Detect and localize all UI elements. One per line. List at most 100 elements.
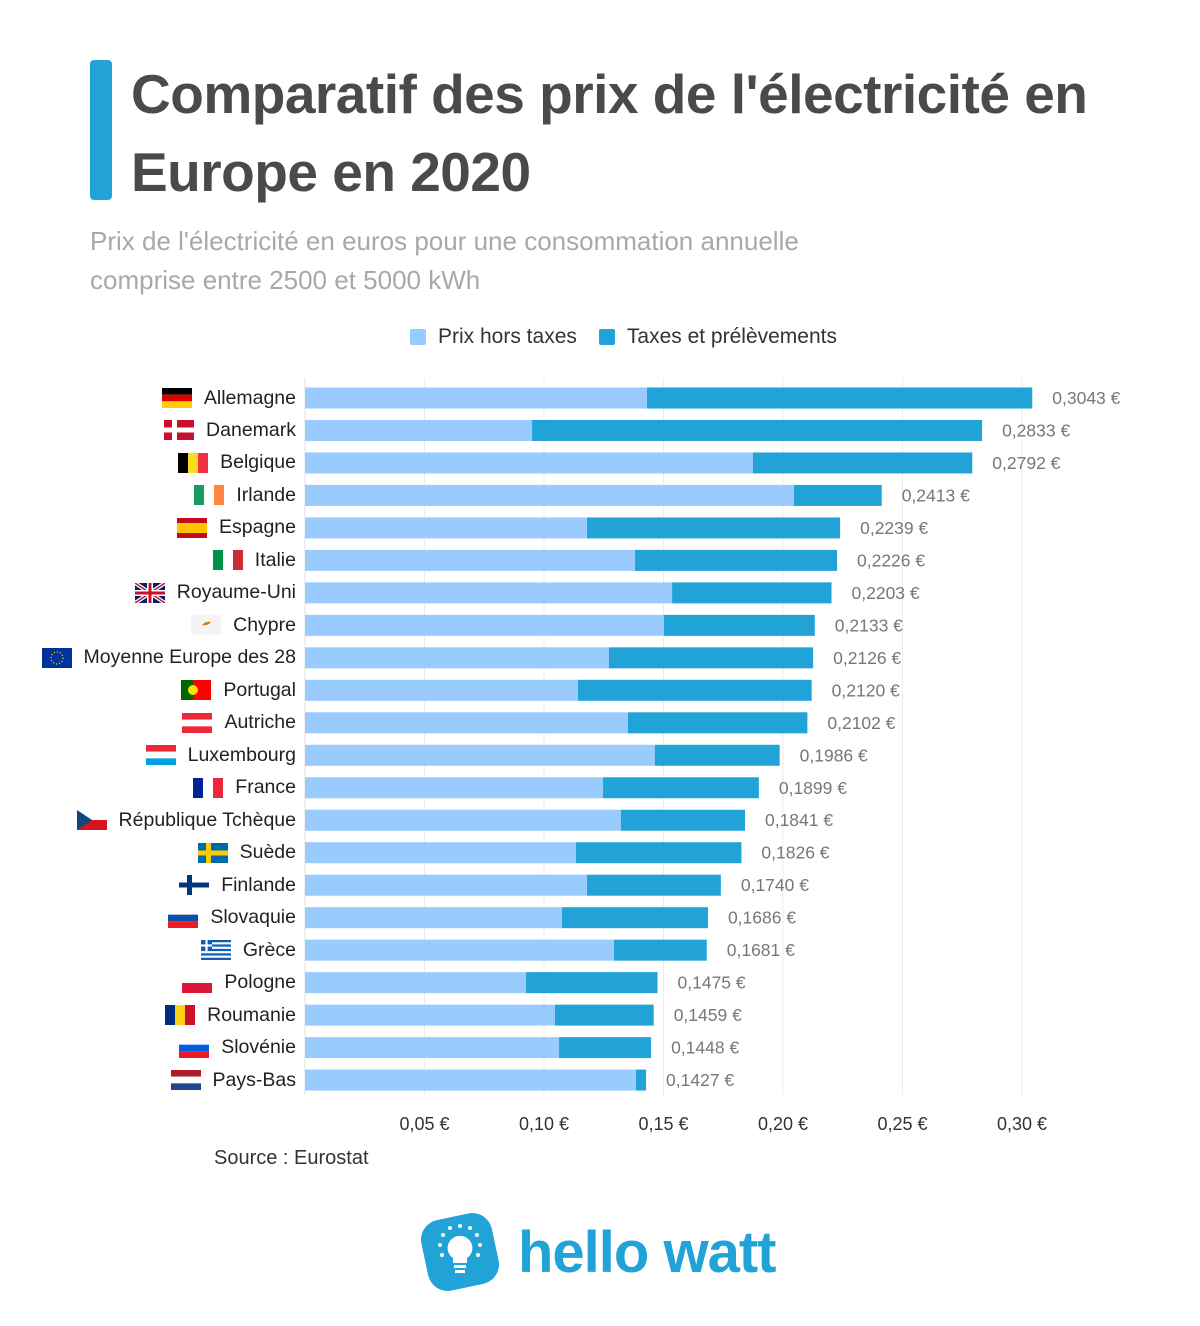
bar-taxes <box>554 1004 654 1026</box>
category-label: Belgique <box>178 449 296 477</box>
data-label: 0,1448 € <box>671 1038 739 1058</box>
flag-icon <box>181 680 212 701</box>
category-name: République Tchèque <box>118 808 296 831</box>
legend-item-hors-taxes: Prix hors taxes <box>410 325 577 349</box>
bar-hors-taxes <box>305 1037 560 1059</box>
bar-hors-taxes <box>305 452 753 474</box>
bar-hors-taxes <box>305 549 636 571</box>
data-label: 0,1740 € <box>741 875 809 895</box>
chart-legend: Prix hors taxes Taxes et prélèvements <box>410 325 859 349</box>
bar-taxes <box>577 679 812 701</box>
legend-label-taxes: Taxes et prélèvements <box>626 325 837 348</box>
category-name: Suède <box>239 841 296 864</box>
bar-hors-taxes <box>305 842 577 864</box>
bar-taxes <box>636 1069 647 1091</box>
category-label: Chypre <box>191 611 296 639</box>
bar-hors-taxes <box>305 777 604 799</box>
flag-icon <box>170 1070 201 1091</box>
data-label: 0,2239 € <box>860 518 928 538</box>
bar-hors-taxes <box>305 874 588 896</box>
category-label: Irlande <box>194 481 296 509</box>
flag-icon <box>41 647 72 668</box>
data-label: 0,2102 € <box>827 713 895 733</box>
bar-hors-taxes <box>305 972 527 994</box>
data-label: 0,1427 € <box>666 1070 734 1090</box>
category-name: Grèce <box>242 938 296 961</box>
category-name: Pays-Bas <box>212 1068 296 1091</box>
category-name: Danemark <box>206 418 296 441</box>
category-label: Grèce <box>200 936 296 964</box>
legend-swatch-hors-taxes <box>410 329 426 345</box>
bar-hors-taxes <box>305 484 794 506</box>
data-label: 0,1459 € <box>674 1005 742 1025</box>
flag-icon <box>194 485 225 506</box>
legend-label-hors-taxes: Prix hors taxes <box>438 325 577 348</box>
category-label: Autriche <box>182 709 296 737</box>
legend-item-taxes: Taxes et prélèvements <box>598 325 837 349</box>
bar-hors-taxes <box>305 809 621 831</box>
bar-taxes <box>620 809 745 831</box>
category-label: Pays-Bas <box>170 1066 296 1094</box>
category-name: Allemagne <box>203 386 296 409</box>
category-name: Luxembourg <box>187 743 296 766</box>
category-name: Slovénie <box>221 1036 296 1059</box>
category-label: Danemark <box>164 416 296 444</box>
category-name: Pologne <box>224 971 296 994</box>
category-name: Belgique <box>220 451 296 474</box>
data-label: 0,2133 € <box>835 615 903 635</box>
data-label: 0,1681 € <box>727 940 795 960</box>
category-name: Chypre <box>233 613 296 636</box>
x-tick-label: 0,05 € <box>399 1114 449 1134</box>
data-label: 0,2120 € <box>832 680 900 700</box>
bar-taxes <box>559 1037 652 1059</box>
category-name: Royaume-Uni <box>176 581 296 604</box>
flag-icon <box>197 842 228 863</box>
x-tick-label: 0,30 € <box>997 1114 1047 1134</box>
data-label: 0,2833 € <box>1002 420 1070 440</box>
category-name: Finlande <box>221 873 296 896</box>
flag-icon <box>182 712 213 733</box>
bar-taxes <box>532 419 983 441</box>
data-label: 0,2226 € <box>857 550 925 570</box>
flag-icon <box>179 875 210 896</box>
category-label: Italie <box>212 546 296 574</box>
data-label: 0,1826 € <box>761 843 829 863</box>
data-label: 0,2413 € <box>902 485 970 505</box>
category-label: Pologne <box>182 969 296 997</box>
bar-taxes <box>672 582 832 604</box>
source-note: Source : Eurostat <box>214 1147 369 1169</box>
data-label: 0,2792 € <box>992 453 1060 473</box>
bar-hors-taxes <box>305 744 655 766</box>
bar-hors-taxes <box>305 419 533 441</box>
category-label: Portugal <box>181 676 296 704</box>
data-label: 0,2203 € <box>852 583 920 603</box>
category-label: Slovaquie <box>168 904 296 932</box>
data-label: 0,3043 € <box>1052 388 1120 408</box>
data-label: 0,1841 € <box>765 810 833 830</box>
bar-hors-taxes <box>305 647 610 669</box>
data-label: 0,1475 € <box>678 973 746 993</box>
bar-taxes <box>647 387 1033 409</box>
flag-icon <box>212 550 243 571</box>
category-label: Espagne <box>177 514 296 542</box>
bar-hors-taxes <box>305 679 578 701</box>
flag-icon <box>161 388 192 408</box>
x-tick-label: 0,10 € <box>519 1114 569 1134</box>
bar-taxes <box>609 647 814 669</box>
bar-hors-taxes <box>305 582 673 604</box>
bar-taxes <box>587 517 841 539</box>
category-label: Slovénie <box>179 1034 296 1062</box>
legend-swatch-taxes <box>598 329 615 345</box>
bar-taxes <box>603 777 759 799</box>
x-tick-label: 0,20 € <box>758 1114 808 1134</box>
category-name: Irlande <box>236 483 296 506</box>
bar-taxes <box>614 939 707 961</box>
bar-taxes <box>627 712 808 734</box>
bar-taxes <box>576 842 742 864</box>
flag-icon <box>177 517 208 538</box>
flag-icon <box>193 777 224 798</box>
page-title: Comparatif des prix de l'électricité en … <box>131 63 1088 203</box>
brand-logo: hello watt <box>418 1210 776 1294</box>
